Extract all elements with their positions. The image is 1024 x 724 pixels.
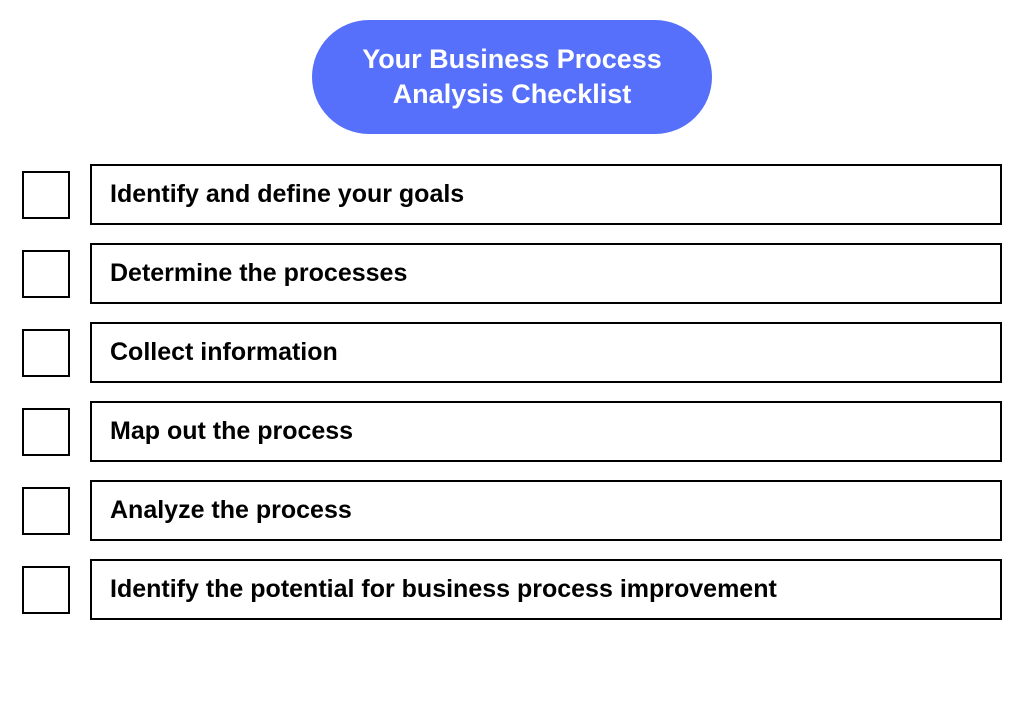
checklist-item-label: Collect information [110, 338, 338, 367]
checkbox[interactable] [22, 171, 70, 219]
checklist-row: Collect information [22, 322, 1002, 383]
checklist-row: Analyze the process [22, 480, 1002, 541]
checkbox[interactable] [22, 408, 70, 456]
checklist-item: Identify and define your goals [90, 164, 1002, 225]
checklist-row: Determine the processes [22, 243, 1002, 304]
checklist-title: Your Business Process Analysis Checklist [312, 20, 712, 134]
checklist-item-label: Identify the potential for business proc… [110, 575, 777, 604]
checklist-item-label: Map out the process [110, 417, 353, 446]
checkbox[interactable] [22, 250, 70, 298]
checkbox[interactable] [22, 329, 70, 377]
checklist-row: Identify and define your goals [22, 164, 1002, 225]
checkbox[interactable] [22, 487, 70, 535]
checkbox[interactable] [22, 566, 70, 614]
checklist-title-text: Your Business Process Analysis Checklist [362, 42, 662, 112]
checklist-item-label: Analyze the process [110, 496, 352, 525]
checklist-item-label: Identify and define your goals [110, 180, 464, 209]
checklist-item: Determine the processes [90, 243, 1002, 304]
checklist-container: Identify and define your goals Determine… [22, 164, 1002, 620]
checklist-item: Map out the process [90, 401, 1002, 462]
checklist-row: Identify the potential for business proc… [22, 559, 1002, 620]
checklist-row: Map out the process [22, 401, 1002, 462]
checklist-item-label: Determine the processes [110, 259, 407, 288]
checklist-item: Collect information [90, 322, 1002, 383]
checklist-item: Identify the potential for business proc… [90, 559, 1002, 620]
checklist-item: Analyze the process [90, 480, 1002, 541]
